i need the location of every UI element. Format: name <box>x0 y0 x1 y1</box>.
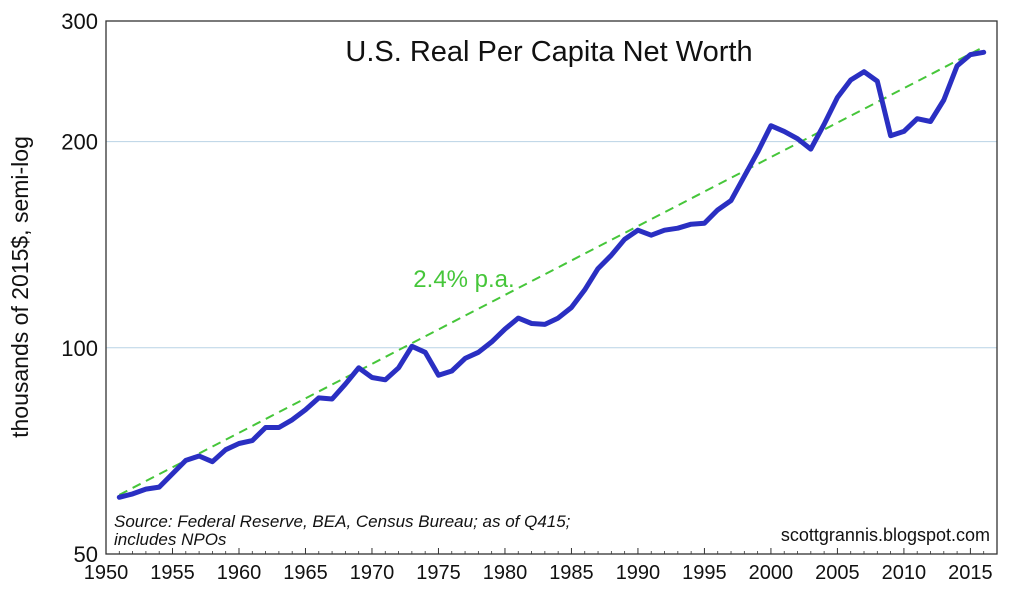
y-tick-labels: 50 100 200 300 <box>61 9 98 567</box>
x-tick-label: 1975 <box>416 562 461 584</box>
trend-label: 2.4% p.a. <box>413 266 514 293</box>
y-tick-label: 100 <box>61 336 98 361</box>
x-tick-label: 1950 <box>84 562 129 584</box>
chart-title: U.S. Real Per Capita Net Worth <box>345 36 752 68</box>
x-tick-label: 1960 <box>217 562 262 584</box>
source-line-1: Source: Federal Reserve, BEA, Census Bur… <box>114 512 571 531</box>
x-tick-label: 2010 <box>882 562 927 584</box>
y-axis-label: thousands of 2015$, semi-log <box>7 136 33 438</box>
y-tick-label: 50 <box>74 542 98 567</box>
x-tick-label: 1995 <box>682 562 727 584</box>
x-tick-label: 1965 <box>283 562 328 584</box>
credit-text: scottgrannis.blogspot.com <box>781 525 990 545</box>
grid-lines <box>106 141 997 349</box>
plot-area <box>106 21 997 554</box>
x-tick-label: 1990 <box>616 562 661 584</box>
x-tick-label: 2000 <box>749 562 794 584</box>
net-worth-series-line <box>116 49 987 500</box>
x-tick-labels: 1950 1955 1960 1965 1970 1975 1980 1985 1990 1995… <box>84 562 993 584</box>
x-tick-label: 1955 <box>150 562 195 584</box>
x-tick-label: 1970 <box>350 562 395 584</box>
source-line-2: includes NPOs <box>114 530 227 549</box>
x-tick-label: 1985 <box>549 562 594 584</box>
x-tick-label: 2005 <box>815 562 860 584</box>
y-tick-label: 300 <box>61 9 98 34</box>
y-tick-label: 200 <box>61 130 98 155</box>
x-tick-label: 1980 <box>483 562 528 584</box>
plot-frame <box>105 20 998 555</box>
trend-line <box>118 45 985 496</box>
x-tick-label: 2015 <box>948 562 993 584</box>
